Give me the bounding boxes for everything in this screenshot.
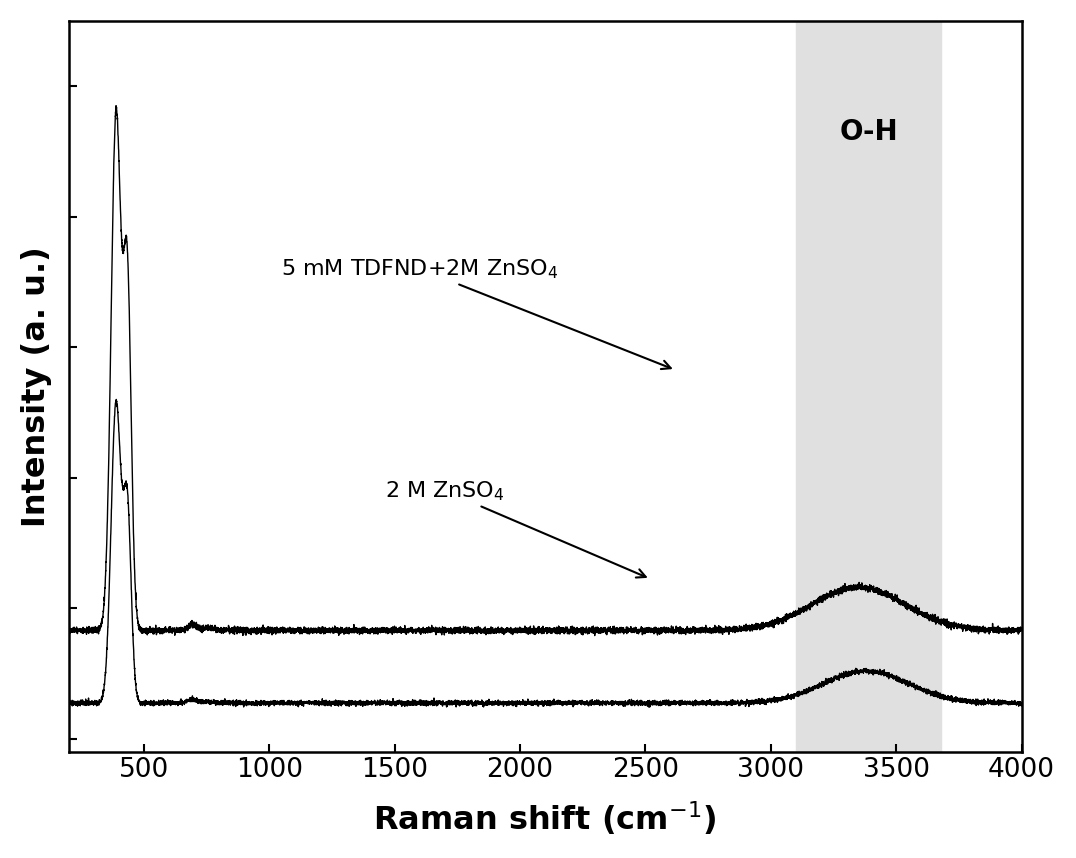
Text: 5 mM TDFND+2M ZnSO$_4$: 5 mM TDFND+2M ZnSO$_4$ <box>281 257 670 369</box>
Text: O-H: O-H <box>839 118 898 146</box>
Bar <box>796 21 942 752</box>
X-axis label: Raman shift (cm$^{-1}$): Raman shift (cm$^{-1}$) <box>373 800 717 837</box>
Text: 2 M ZnSO$_4$: 2 M ZnSO$_4$ <box>385 479 646 577</box>
Y-axis label: Intensity (a. u.): Intensity (a. u.) <box>20 246 52 527</box>
